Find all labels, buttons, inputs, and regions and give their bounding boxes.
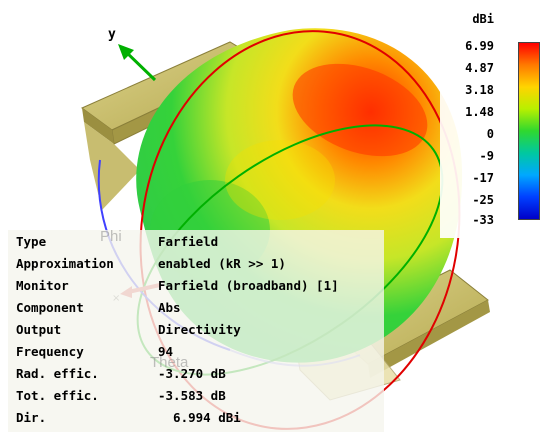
legend-tick: 1.48 bbox=[465, 105, 494, 119]
legend-tick: 6.99 bbox=[465, 39, 494, 53]
legend-tick: 3.18 bbox=[465, 83, 494, 97]
info-value: Abs bbox=[158, 300, 181, 315]
info-value: 6.994 dBi bbox=[158, 410, 241, 425]
info-value: -3.270 dB bbox=[158, 366, 226, 381]
info-value: -3.583 dB bbox=[158, 388, 226, 403]
legend-tick: -33 bbox=[472, 213, 494, 227]
info-label: Tot. effic. bbox=[16, 388, 99, 403]
info-row-component: Component Abs bbox=[8, 296, 384, 318]
info-value: 94 bbox=[158, 344, 174, 359]
info-label: Dir. bbox=[16, 410, 47, 425]
info-value: Farfield bbox=[158, 234, 219, 249]
info-row-monitor: Monitor Farfield (broadband) [1] bbox=[8, 274, 384, 296]
info-row-approximation: Approximation enabled (kR >> 1) bbox=[8, 252, 384, 274]
info-row-frequency: Frequency 94 bbox=[8, 340, 384, 362]
info-row-tot-effic: Tot. effic. -3.583 dB bbox=[8, 384, 384, 406]
y-axis-arrow bbox=[118, 44, 157, 82]
farfield-info-panel: Type Farfield Approximation enabled (kR … bbox=[8, 230, 384, 432]
info-row-type: Type Farfield bbox=[8, 230, 384, 252]
colorbar bbox=[518, 42, 540, 220]
info-label: Approximation bbox=[16, 256, 114, 271]
legend-tick: 4.87 bbox=[465, 61, 494, 75]
info-value: enabled (kR >> 1) bbox=[158, 256, 286, 271]
info-value: Farfield (broadband) [1] bbox=[158, 278, 339, 293]
legend-tick: 0 bbox=[486, 127, 494, 141]
info-label: Frequency bbox=[16, 344, 84, 359]
info-row-rad-effic: Rad. effic. -3.270 dB bbox=[8, 362, 384, 384]
legend-tick: -17 bbox=[472, 171, 494, 185]
info-label: Component bbox=[16, 300, 84, 315]
info-label: Output bbox=[16, 322, 62, 337]
colorbar-legend: dBi 6.99 4.87 3.18 1.48 0 -9 -17 -25 -33 bbox=[440, 4, 548, 238]
info-label: Monitor bbox=[16, 278, 69, 293]
legend-tick: -9 bbox=[479, 149, 494, 163]
info-value: Directivity bbox=[158, 322, 241, 337]
info-row-output: Output Directivity bbox=[8, 318, 384, 340]
legend-tick: -25 bbox=[472, 193, 494, 207]
info-label: Rad. effic. bbox=[16, 366, 99, 381]
phi-axis-label: Phi bbox=[100, 228, 122, 245]
legend-unit: dBi bbox=[472, 12, 494, 26]
theta-axis-label: Theta bbox=[150, 354, 189, 371]
y-axis-label: y bbox=[108, 27, 116, 42]
info-label: Type bbox=[16, 234, 47, 249]
info-row-dir: Dir. 6.994 dBi bbox=[8, 406, 384, 428]
